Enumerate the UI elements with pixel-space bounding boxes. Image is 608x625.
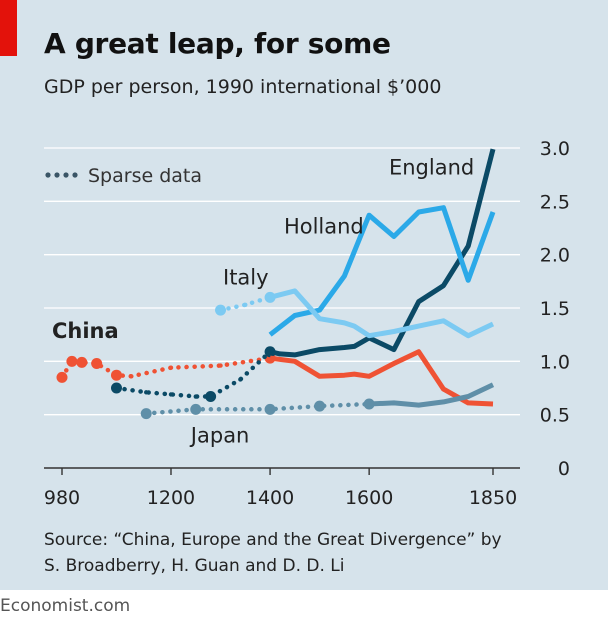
sparse-point-china: [110, 369, 122, 381]
series-line-england: [269, 148, 496, 358]
y-tick-label: 0: [558, 458, 570, 480]
sparse-point-italy: [243, 302, 248, 307]
y-tick-label: 1.0: [540, 351, 570, 373]
legend-dot: [45, 172, 51, 178]
y-tick-label: 0.5: [540, 405, 570, 427]
sparse-point-china: [66, 355, 78, 367]
sparse-point-england: [205, 391, 217, 403]
sparse-point-italy: [215, 304, 227, 316]
y-tick-label: 2.0: [540, 245, 570, 267]
y-tick-label: 2.5: [540, 191, 570, 213]
sparse-point-england: [193, 394, 198, 399]
series-line-italy: [269, 288, 495, 339]
legend-dot: [54, 172, 60, 178]
y-tick-label: 1.5: [540, 298, 570, 320]
economist-brand: Economist.com: [0, 596, 131, 616]
chart-panel: [0, 0, 608, 590]
series-line-japan: [368, 382, 495, 408]
x-tick-label: 1600: [345, 487, 393, 509]
series-label-italy: Italy: [223, 266, 269, 290]
sparse-point-china: [168, 365, 174, 370]
source-line-2: S. Broadberry, H. Guan and D. D. Li: [44, 556, 345, 576]
sparse-point-japan: [314, 400, 326, 412]
line-chart: 0 0.5 1.0 1.5 2.0 2.5 3.0 980 1200 1400 1600 1850 En…: [44, 138, 570, 509]
legend-dot: [72, 172, 78, 178]
source-note: Source: “China, Europe and the Great Div…: [44, 527, 502, 579]
legend-label: Sparse data: [88, 165, 202, 187]
x-tick-label: 1850: [469, 487, 517, 509]
sparse-point-england: [144, 390, 149, 395]
sparse-point-china: [76, 356, 88, 368]
series-line-china: [269, 349, 494, 407]
x-tick-label: 1400: [246, 487, 294, 509]
series-label-china: China: [52, 319, 119, 343]
y-tick-label: 3.0: [540, 138, 570, 160]
x-tick-label: 980: [44, 487, 80, 509]
sparse-line-japan: [143, 401, 372, 416]
sparse-point-england: [110, 382, 122, 394]
sparse-point-japan: [140, 408, 152, 420]
x-tick-label: 1200: [147, 487, 195, 509]
sparse-point-japan: [190, 403, 202, 415]
series-label-holland: Holland: [284, 214, 364, 238]
sparse-point-england: [168, 392, 174, 397]
legend-dot: [63, 172, 69, 178]
chart-subtitle: GDP per person, 1990 international $’000: [44, 76, 442, 98]
source-line-1: Source: “China, Europe and the Great Div…: [44, 530, 502, 550]
sparse-point-china: [91, 357, 103, 369]
series-line-holland: [268, 205, 496, 337]
brand-red-tab: [0, 0, 17, 56]
sparse-point-china: [218, 363, 223, 368]
series-label-england: England: [389, 156, 474, 180]
chart-title: A great leap, for some: [44, 27, 391, 60]
series-label-japan: Japan: [189, 423, 250, 447]
sparse-point-china: [56, 371, 68, 383]
sparse-point-japan: [264, 403, 276, 415]
sparse-point-china: [129, 374, 134, 379]
sparse-point-england: [238, 377, 243, 382]
